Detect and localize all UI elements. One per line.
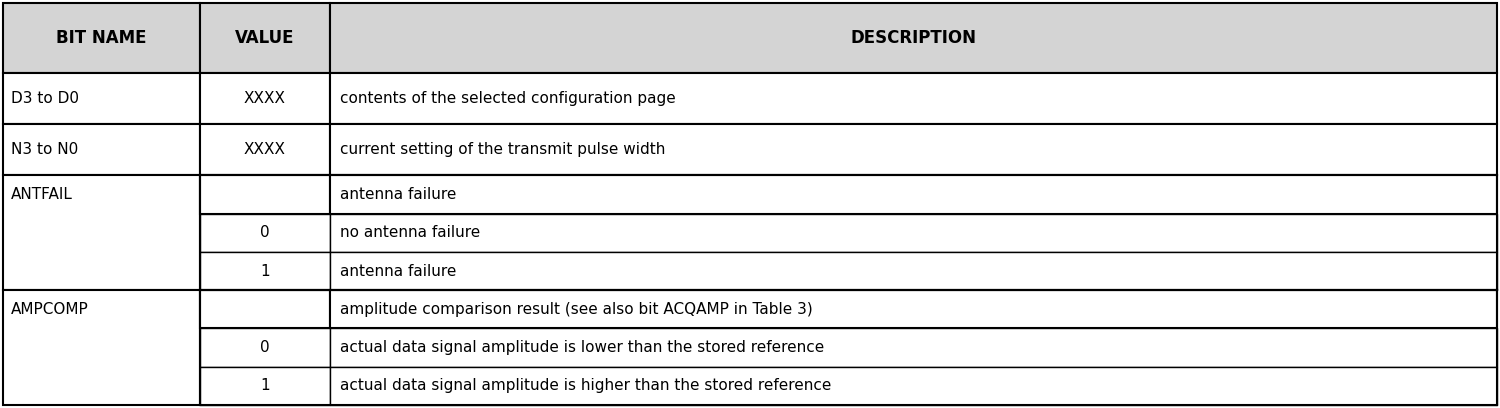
Text: no antenna failure: no antenna failure: [340, 225, 480, 240]
Bar: [330, 3, 1497, 73]
Bar: [330, 73, 1497, 124]
Text: ANTFAIL: ANTFAIL: [10, 187, 74, 202]
Bar: [330, 252, 1497, 290]
Text: N3 to N0: N3 to N0: [10, 142, 78, 157]
Bar: [3, 3, 200, 73]
Bar: [3, 175, 200, 290]
Text: XXXX: XXXX: [244, 91, 286, 106]
Bar: [330, 124, 1497, 175]
Text: AMPCOMP: AMPCOMP: [10, 302, 88, 317]
Text: current setting of the transmit pulse width: current setting of the transmit pulse wi…: [340, 142, 666, 157]
Text: contents of the selected configuration page: contents of the selected configuration p…: [340, 91, 675, 106]
Text: VALUE: VALUE: [236, 29, 294, 47]
Bar: [200, 290, 330, 328]
Text: 0: 0: [260, 225, 270, 240]
Bar: [3, 290, 200, 405]
Bar: [200, 367, 330, 405]
Text: 1: 1: [260, 378, 270, 393]
Bar: [330, 213, 1497, 252]
Text: antenna failure: antenna failure: [340, 187, 456, 202]
Bar: [200, 328, 330, 367]
Bar: [330, 328, 1497, 367]
Text: amplitude comparison result (see also bit ACQAMP in Table 3): amplitude comparison result (see also bi…: [340, 302, 813, 317]
Text: antenna failure: antenna failure: [340, 264, 456, 279]
Text: D3 to D0: D3 to D0: [10, 91, 80, 106]
Bar: [200, 252, 330, 290]
Text: 0: 0: [260, 340, 270, 355]
Bar: [200, 3, 330, 73]
Bar: [330, 175, 1497, 213]
Text: DESCRIPTION: DESCRIPTION: [850, 29, 976, 47]
Bar: [200, 175, 330, 213]
Text: 1: 1: [260, 264, 270, 279]
Text: XXXX: XXXX: [244, 142, 286, 157]
Text: actual data signal amplitude is lower than the stored reference: actual data signal amplitude is lower th…: [340, 340, 825, 355]
Bar: [200, 124, 330, 175]
Bar: [3, 124, 200, 175]
Text: actual data signal amplitude is higher than the stored reference: actual data signal amplitude is higher t…: [340, 378, 831, 393]
Bar: [330, 367, 1497, 405]
Bar: [3, 73, 200, 124]
Bar: [200, 73, 330, 124]
Bar: [200, 213, 330, 252]
Bar: [330, 290, 1497, 328]
Text: BIT NAME: BIT NAME: [57, 29, 147, 47]
